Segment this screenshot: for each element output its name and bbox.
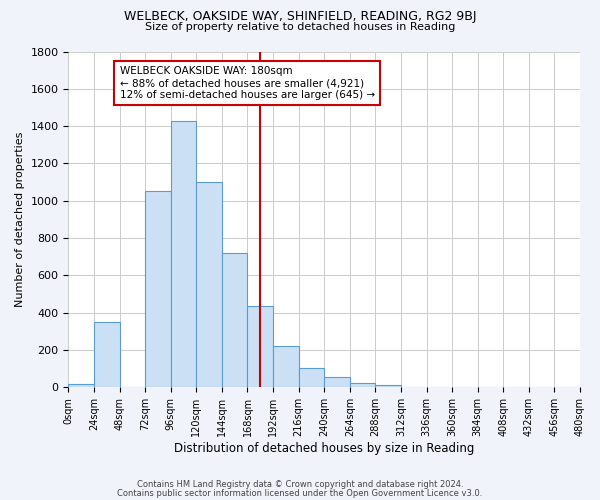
- Text: Size of property relative to detached houses in Reading: Size of property relative to detached ho…: [145, 22, 455, 32]
- Bar: [94, 322, 119, 388]
- Bar: [376, 384, 401, 388]
- Bar: [273, 346, 299, 388]
- X-axis label: Distribution of detached houses by size in Reading: Distribution of detached houses by size …: [174, 442, 475, 455]
- Bar: [145, 192, 171, 388]
- Bar: [350, 383, 376, 388]
- Text: WELBECK OAKSIDE WAY: 180sqm
← 88% of detached houses are smaller (4,921)
12% of : WELBECK OAKSIDE WAY: 180sqm ← 88% of det…: [119, 66, 374, 100]
- Text: Contains HM Land Registry data © Crown copyright and database right 2024.: Contains HM Land Registry data © Crown c…: [137, 480, 463, 489]
- Bar: [222, 253, 247, 388]
- Bar: [401, 386, 427, 388]
- Bar: [247, 306, 273, 388]
- Text: Contains public sector information licensed under the Open Government Licence v3: Contains public sector information licen…: [118, 488, 482, 498]
- Bar: [68, 384, 94, 388]
- Y-axis label: Number of detached properties: Number of detached properties: [15, 132, 25, 307]
- Bar: [299, 368, 324, 388]
- Bar: [196, 182, 222, 388]
- Text: WELBECK, OAKSIDE WAY, SHINFIELD, READING, RG2 9BJ: WELBECK, OAKSIDE WAY, SHINFIELD, READING…: [124, 10, 476, 23]
- Bar: [171, 120, 196, 388]
- Bar: [324, 377, 350, 388]
